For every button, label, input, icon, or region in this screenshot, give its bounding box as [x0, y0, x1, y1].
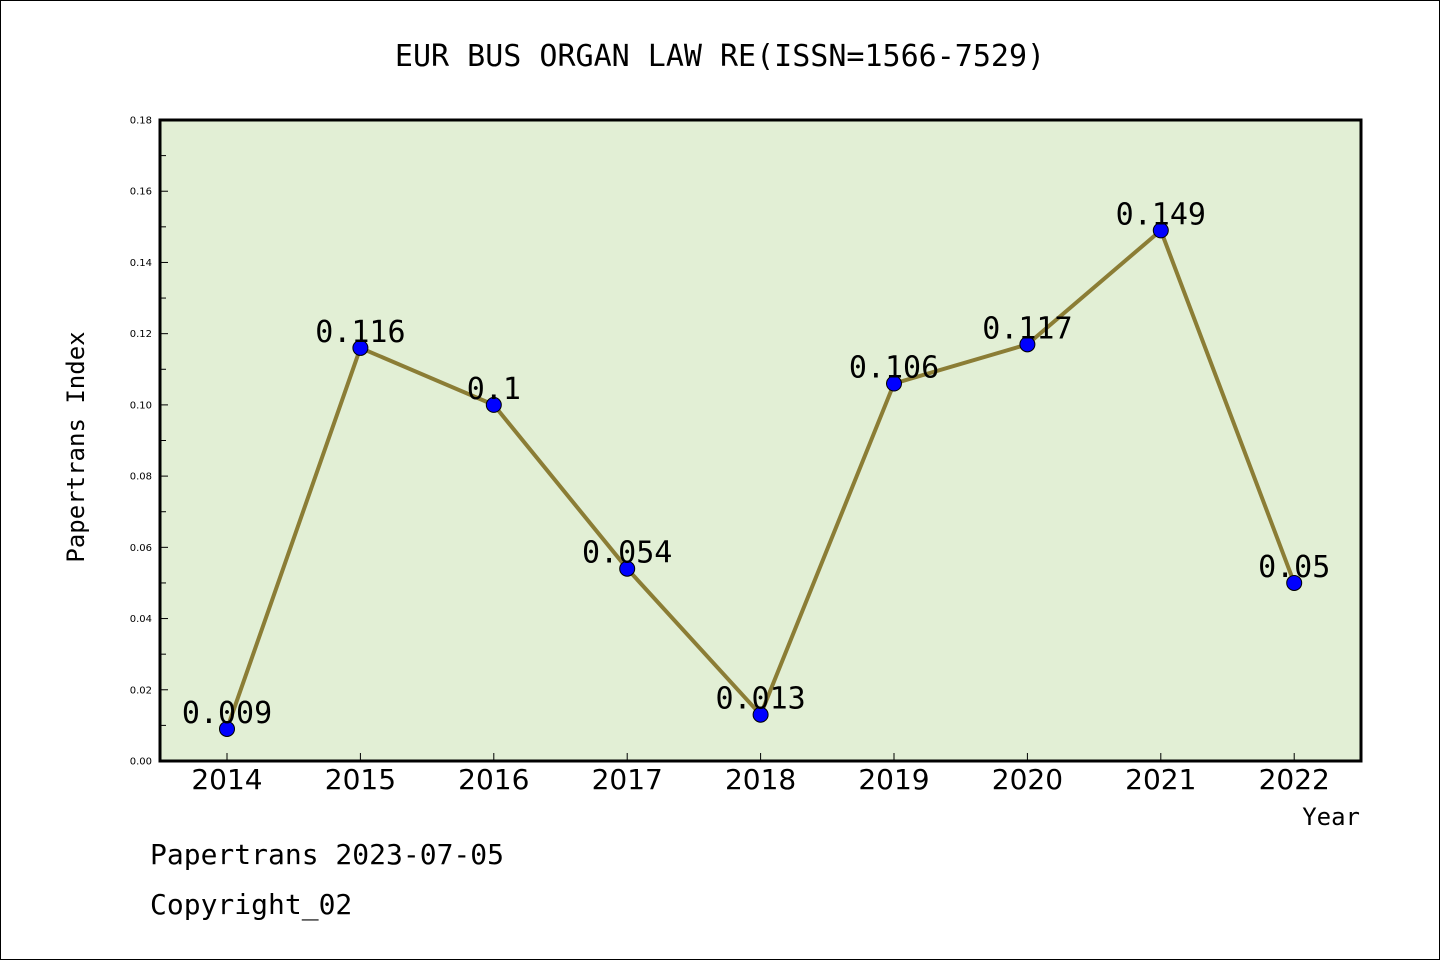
y-tick-label: 0.14 — [130, 258, 152, 269]
x-tick-label: 2014 — [191, 763, 262, 796]
data-label: 0.009 — [182, 696, 272, 731]
data-label: 0.1 — [467, 372, 521, 407]
data-point — [619, 560, 636, 577]
y-tick-label: 0.02 — [130, 685, 152, 696]
data-label: 0.117 — [982, 311, 1072, 346]
x-axis: 2014 2015 2016 2017 2018 2019 2020 2021 2022 — [191, 753, 1330, 796]
chart-title: EUR BUS ORGAN LAW RE(ISSN=1566-7529) — [395, 39, 1045, 74]
data-label: 0.05 — [1258, 550, 1330, 585]
y-tick-label: 0.18 — [130, 116, 152, 127]
x-tick-label: 2021 — [1125, 763, 1196, 796]
data-point — [352, 339, 369, 356]
x-tick-label: 2015 — [325, 763, 396, 796]
data-label: 0.013 — [715, 682, 805, 717]
y-axis-label: Papertrans Index — [62, 331, 90, 562]
data-point — [752, 706, 769, 723]
x-axis-label: Year — [1302, 803, 1360, 831]
data-label: 0.149 — [1116, 197, 1206, 232]
y-tick-label: 0.04 — [130, 614, 152, 625]
y-tick-label: 0.08 — [130, 472, 152, 483]
data-point — [485, 396, 502, 413]
x-tick-label: 2017 — [592, 763, 663, 796]
data-point — [886, 375, 902, 392]
footer-date: Papertrans 2023-07-05 — [150, 838, 504, 871]
data-point — [1286, 574, 1303, 591]
x-tick-label: 2019 — [858, 763, 929, 796]
x-tick-label: 2018 — [725, 763, 796, 796]
y-tick-label: 0.10 — [130, 400, 152, 411]
x-tick-label: 2022 — [1259, 763, 1330, 796]
data-label: 0.106 — [849, 351, 939, 386]
data-point — [219, 720, 235, 737]
y-tick-label: 0.00 — [130, 757, 152, 768]
data-labels-group: 0.009 0.116 0.1 0.054 0.013 0.106 0.117 0.149 0.… — [182, 197, 1330, 731]
y-tick-label: 0.12 — [130, 329, 152, 340]
series-line-group — [219, 222, 1303, 737]
footer-copyright: Copyright_02 — [150, 888, 352, 922]
x-tick-label: 2016 — [458, 763, 529, 796]
data-label: 0.054 — [582, 536, 672, 571]
x-tick-label: 2020 — [992, 763, 1063, 796]
data-label: 0.116 — [315, 315, 405, 350]
y-tick-label: 0.16 — [130, 187, 152, 198]
data-point — [1019, 336, 1036, 353]
data-point — [1152, 222, 1169, 239]
plot-border — [158, 118, 1363, 763]
y-tick-label: 0.06 — [130, 543, 152, 554]
